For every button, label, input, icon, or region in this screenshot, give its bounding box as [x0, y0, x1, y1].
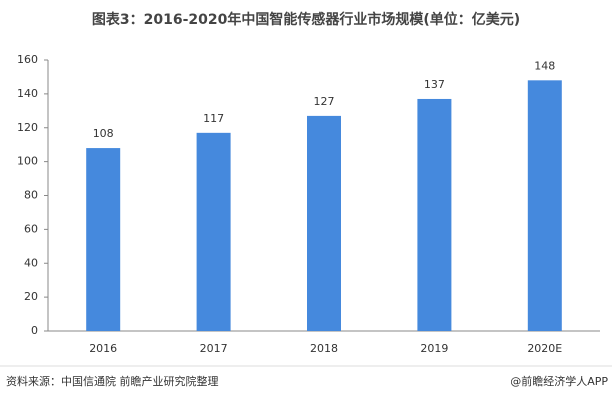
data-label: 127	[314, 95, 335, 108]
bar	[196, 132, 231, 331]
chart-title: 图表3：2016-2020年中国智能传感器行业市场规模(单位：亿美元)	[92, 11, 520, 28]
data-label: 117	[203, 112, 224, 125]
bar	[307, 115, 341, 331]
y-tick-label: 20	[24, 290, 38, 303]
y-tick-label: 140	[17, 87, 38, 100]
y-tick-label: 160	[17, 53, 38, 66]
y-tick-label: 60	[24, 222, 38, 235]
y-tick-label: 80	[24, 189, 38, 202]
bar	[417, 98, 452, 331]
x-tick-label: 2016	[89, 342, 117, 355]
data-label: 108	[93, 127, 114, 140]
x-tick-label: 2020E	[527, 342, 562, 355]
x-tick-label: 2019	[420, 342, 448, 355]
bar	[86, 148, 121, 331]
data-label: 137	[424, 78, 445, 91]
data-label: 148	[534, 59, 555, 72]
y-tick-label: 40	[24, 256, 38, 269]
x-tick-label: 2017	[200, 342, 228, 355]
y-tick-label: 100	[17, 155, 38, 168]
credit-note: @前瞻经济学人APP	[510, 374, 608, 388]
source-note: 资料来源：中国信通院 前瞻产业研究院整理	[6, 374, 219, 388]
bar	[527, 80, 562, 331]
y-tick-label: 0	[31, 324, 38, 337]
y-tick-label: 120	[17, 121, 38, 134]
x-tick-label: 2018	[310, 342, 338, 355]
